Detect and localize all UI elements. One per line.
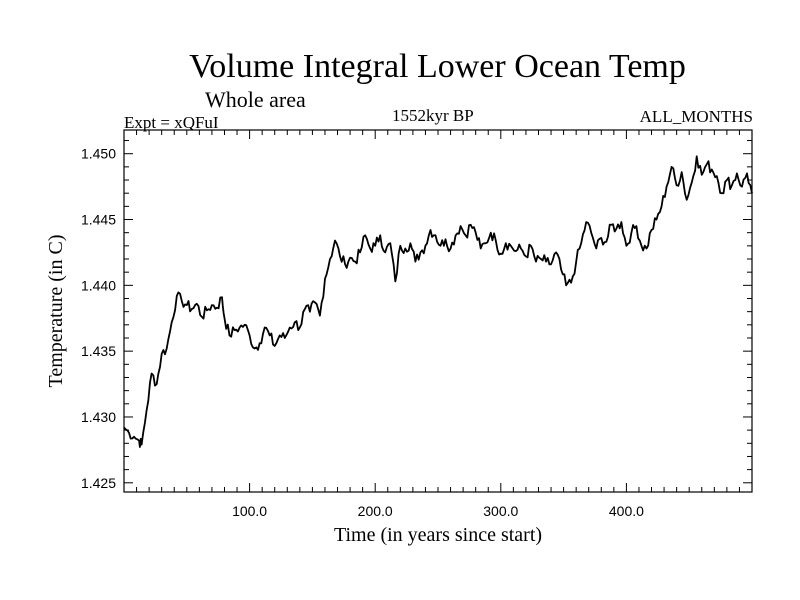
chart-title: Volume Integral Lower Ocean Temp bbox=[189, 48, 686, 85]
y-tick-label: 1.445 bbox=[81, 212, 116, 228]
y-tick-label: 1.440 bbox=[81, 277, 116, 293]
y-tick-label: 1.435 bbox=[81, 343, 116, 359]
x-tick-label: 200.0 bbox=[358, 503, 393, 519]
y-tick-label: 1.450 bbox=[81, 146, 116, 162]
chart-subtitle: Whole area bbox=[205, 87, 306, 112]
period-label: 1552kyr BP bbox=[392, 106, 474, 125]
series-line bbox=[123, 155, 753, 448]
plot-area bbox=[123, 129, 753, 493]
experiment-label: Expt = xQFuI bbox=[124, 113, 219, 132]
x-tick-label: 300.0 bbox=[483, 503, 518, 519]
y-tick-label: 1.430 bbox=[81, 409, 116, 425]
months-label: ALL_MONTHS bbox=[639, 107, 753, 126]
y-axis-title: Temperature (in C) bbox=[45, 235, 67, 388]
x-axis-title: Time (in years since start) bbox=[334, 524, 542, 546]
x-tick-label: 400.0 bbox=[609, 503, 644, 519]
x-tick-label: 100.0 bbox=[232, 503, 267, 519]
y-tick-label: 1.425 bbox=[81, 475, 116, 491]
